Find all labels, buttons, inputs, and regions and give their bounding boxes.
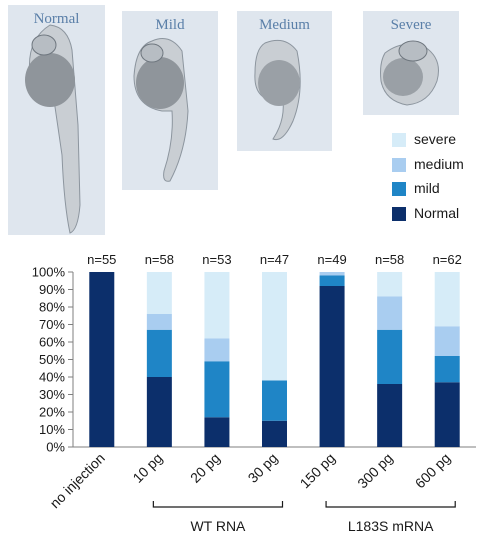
panel-mild: Mild (122, 11, 218, 190)
legend-swatch-normal (392, 206, 406, 221)
bar-segment-medium (319, 272, 345, 276)
category-label: 150 pg (297, 450, 339, 492)
embryo-normal-image (25, 24, 81, 234)
legend-label-mild: mild (414, 180, 440, 196)
y-tick-label: 40% (39, 370, 65, 385)
count-label: n=49 (317, 252, 346, 267)
count-label: n=58 (375, 252, 404, 267)
group-bracket (325, 501, 456, 508)
group-bracket (152, 501, 284, 508)
legend-label-severe: severe (414, 131, 457, 147)
legend-item-mild: mild (388, 179, 488, 204)
legend-swatch-mild (392, 182, 406, 196)
bar-segment-severe (434, 272, 460, 327)
bar-segment-normal (377, 384, 403, 447)
panel-medium: Medium (237, 11, 332, 151)
panel-normal: Normal (8, 5, 105, 235)
panel-label-normal: Normal (33, 11, 80, 27)
bar-segment-medium (377, 296, 403, 330)
bar-segment-normal (262, 420, 287, 447)
embryo-severe-image (380, 40, 439, 106)
y-tick-label: 70% (39, 317, 65, 332)
category-label: 30 pg (245, 450, 281, 486)
count-label: n=62 (433, 252, 462, 267)
bar-segment-normal (434, 382, 460, 447)
panel-severe: Severe (363, 11, 459, 115)
bar-segment-normal (146, 377, 172, 447)
legend-item-severe: severe (388, 130, 488, 155)
bar-segment-medium (434, 326, 460, 356)
count-label: n=47 (260, 252, 289, 267)
bar-segment-severe (377, 272, 403, 297)
count-label: n=53 (202, 252, 231, 267)
legend-item-normal: Normal (388, 204, 488, 229)
y-tick-label: 0% (46, 440, 65, 455)
y-tick-label: 30% (39, 387, 65, 402)
category-label: no injection (47, 450, 108, 511)
category-label: 20 pg (187, 450, 223, 486)
embryo-mild-image (133, 38, 189, 182)
category-label: 600 pg (412, 450, 454, 492)
y-tick-label: 60% (39, 335, 65, 350)
legend-swatch-severe (392, 133, 406, 147)
bar-segment-mild (434, 356, 460, 383)
bar-segment-severe (204, 272, 230, 339)
bar-segment-mild (146, 329, 172, 377)
group-label: WT RNA (190, 518, 246, 534)
category-label: 10 pg (129, 450, 165, 486)
legend-item-medium: medium (388, 155, 488, 180)
legend-label-medium: medium (414, 155, 464, 172)
bar-segment-mild (377, 329, 403, 384)
embryo-medium-image (254, 39, 301, 141)
bar-segment-mild (262, 380, 287, 421)
panel-label-mild: Mild (155, 17, 185, 33)
panel-label-severe: Severe (390, 17, 432, 33)
bar-segment-medium (204, 338, 230, 362)
legend-label-normal: Normal (414, 204, 460, 221)
bar-segment-mild (319, 275, 345, 286)
legend-swatch-medium (392, 157, 406, 172)
y-tick-label: 80% (39, 300, 65, 315)
y-tick-label: 50% (39, 352, 65, 367)
bar-segment-medium (146, 314, 172, 330)
panel-label-medium: Medium (259, 17, 310, 33)
bar-segment-normal (204, 417, 230, 447)
y-tick-label: 90% (39, 282, 65, 297)
legend: severe medium mild Normal (388, 130, 488, 228)
bar-segment-normal (89, 272, 115, 447)
count-label: n=58 (145, 252, 174, 267)
count-label: n=55 (87, 252, 116, 267)
category-label: 300 pg (354, 450, 396, 492)
y-tick-label: 20% (39, 405, 65, 420)
bar-segment-severe (146, 272, 172, 314)
y-tick-label: 10% (39, 422, 65, 437)
bar-segment-normal (319, 286, 345, 447)
bar-segment-mild (204, 361, 230, 418)
group-label: L183S mRNA (348, 518, 434, 534)
bar-segment-severe (262, 272, 287, 381)
y-tick-label: 100% (32, 265, 66, 280)
